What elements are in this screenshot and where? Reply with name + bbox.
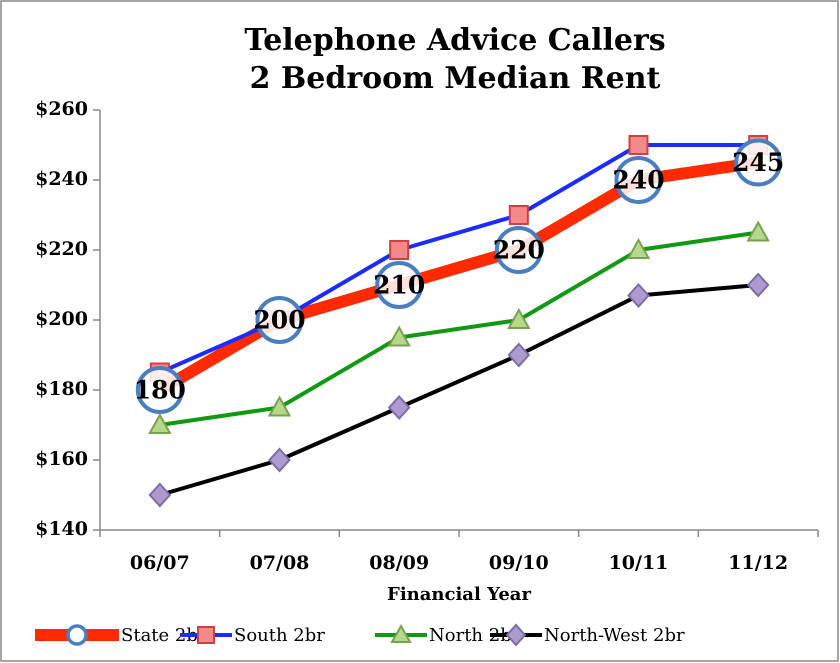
marker	[375, 261, 424, 309]
marker	[746, 220, 770, 242]
marker	[135, 366, 184, 414]
data-label: 245	[732, 148, 784, 177]
series-line	[159, 283, 759, 497]
marker	[267, 395, 292, 417]
data-label: 180	[134, 376, 186, 405]
y-tick-label: $220	[35, 238, 88, 260]
data-label: 200	[253, 306, 305, 335]
y-tick-label: $240	[35, 168, 88, 190]
marker	[626, 237, 651, 259]
series-line	[159, 230, 759, 427]
marker	[507, 342, 531, 368]
x-tick-label: 09/10	[489, 552, 549, 574]
legend-label: State 2br	[121, 625, 207, 646]
legend-label: South 2br	[234, 625, 325, 646]
legend-label: North 2br	[429, 625, 521, 646]
marker	[627, 283, 650, 308]
x-tick-label: 08/09	[369, 552, 429, 574]
x-tick-label: 06/07	[130, 552, 190, 574]
marker	[387, 325, 411, 347]
data-label: 210	[373, 271, 425, 300]
y-tick-label: $180	[35, 378, 88, 400]
marker	[148, 412, 172, 434]
legend-marker	[505, 623, 527, 647]
marker	[268, 447, 291, 473]
marker	[507, 307, 531, 329]
marker	[255, 296, 304, 344]
y-tick-label: $200	[35, 308, 88, 330]
marker	[628, 135, 649, 155]
legend-marker	[66, 624, 88, 646]
data-label: 240	[612, 166, 664, 195]
y-tick-label: $160	[35, 448, 88, 470]
legend-marker	[197, 626, 215, 644]
data-label: 220	[493, 236, 545, 265]
marker	[746, 272, 770, 298]
y-tick-label: $140	[35, 518, 88, 540]
x-tick-label: 11/12	[728, 552, 788, 574]
chart-title: Telephone Advice Callers	[244, 23, 665, 58]
marker	[494, 226, 543, 274]
x-tick-label: 10/11	[609, 552, 669, 574]
marker	[387, 395, 411, 420]
marker	[508, 205, 529, 225]
y-tick-label: $260	[35, 98, 88, 120]
x-axis-title: Financial Year	[387, 584, 531, 605]
legend-marker	[390, 623, 412, 643]
marker	[614, 156, 663, 204]
legend-label: North-West 2br	[544, 625, 685, 646]
chart-title: 2 Bedroom Median Rent	[250, 61, 661, 96]
marker	[389, 240, 410, 260]
marker	[148, 482, 172, 508]
marker	[734, 138, 783, 187]
x-tick-label: 07/08	[250, 552, 310, 574]
